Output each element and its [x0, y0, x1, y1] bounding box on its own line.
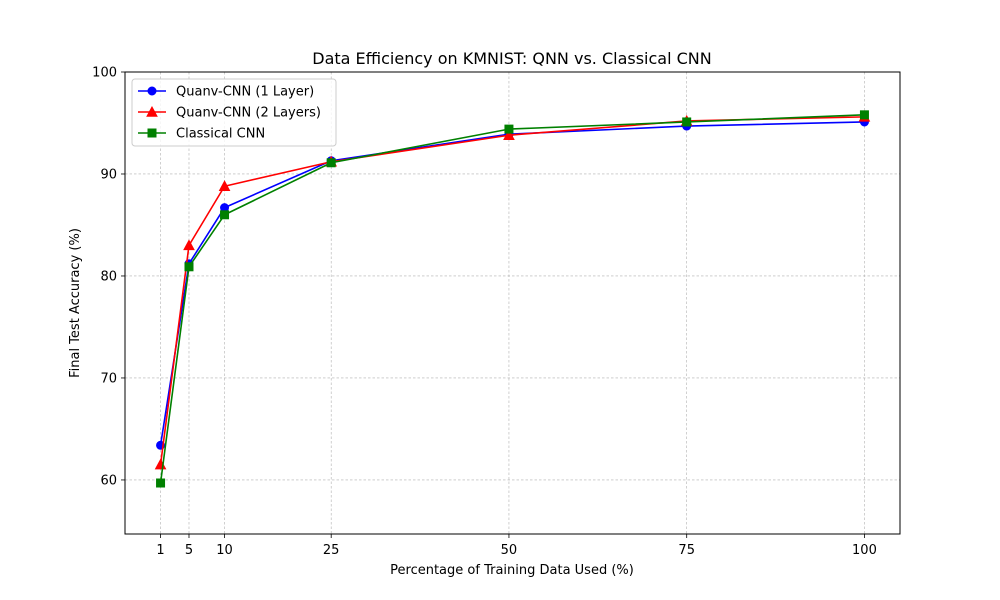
x-tick-label: 25: [323, 543, 340, 558]
legend-marker: [147, 86, 157, 96]
x-tick-label: 50: [501, 543, 518, 558]
data-point: [218, 180, 231, 191]
x-tick-label: 75: [678, 543, 695, 558]
y-tick-label: 60: [100, 473, 117, 488]
data-point: [184, 262, 194, 272]
series-layer: [154, 110, 871, 488]
y-tick-label: 80: [100, 269, 117, 284]
x-axis-label: Percentage of Training Data Used (%): [390, 563, 634, 578]
tick-layer: 1 5 10 25 50 75 100 60 70 80 90 100: [92, 66, 877, 559]
plot-area-background: [125, 72, 900, 534]
legend-marker: [146, 105, 158, 117]
y-tick-label: 100: [92, 66, 117, 81]
legend: Quanv-CNN (1 Layer) Quanv-CNN (2 Layers) C…: [131, 78, 337, 147]
legend-label: Classical CNN: [176, 127, 265, 142]
data-point: [682, 117, 692, 127]
data-point: [156, 478, 166, 488]
x-tick-label: 1: [156, 543, 164, 558]
plot-area-frame: [124, 71, 901, 535]
legend-items: Quanv-CNN (1 Layer) Quanv-CNN (2 Layers) C…: [138, 85, 321, 142]
chart-title: Data Efficiency on KMNIST: QNN vs. Class…: [312, 49, 711, 68]
series-3: [156, 110, 869, 488]
legend-label: Quanv-CNN (1 Layer): [176, 85, 314, 100]
legend-marker: [147, 128, 157, 138]
x-tick-label: 100: [852, 543, 877, 558]
x-tick-label: 10: [216, 543, 233, 558]
data-point: [220, 210, 230, 220]
y-tick-label: 90: [100, 167, 117, 182]
y-tick-label: 70: [100, 371, 117, 386]
x-tick-label: 5: [185, 543, 193, 558]
data-point: [326, 158, 336, 168]
legend-box: [131, 78, 337, 147]
data-point: [504, 124, 514, 134]
data-point: [859, 110, 869, 120]
legend-label: Quanv-CNN (2 Layers): [176, 106, 321, 121]
data-point: [503, 129, 515, 140]
y-axis-label: Final Test Accuracy (%): [68, 228, 83, 378]
data-point: [183, 239, 195, 251]
